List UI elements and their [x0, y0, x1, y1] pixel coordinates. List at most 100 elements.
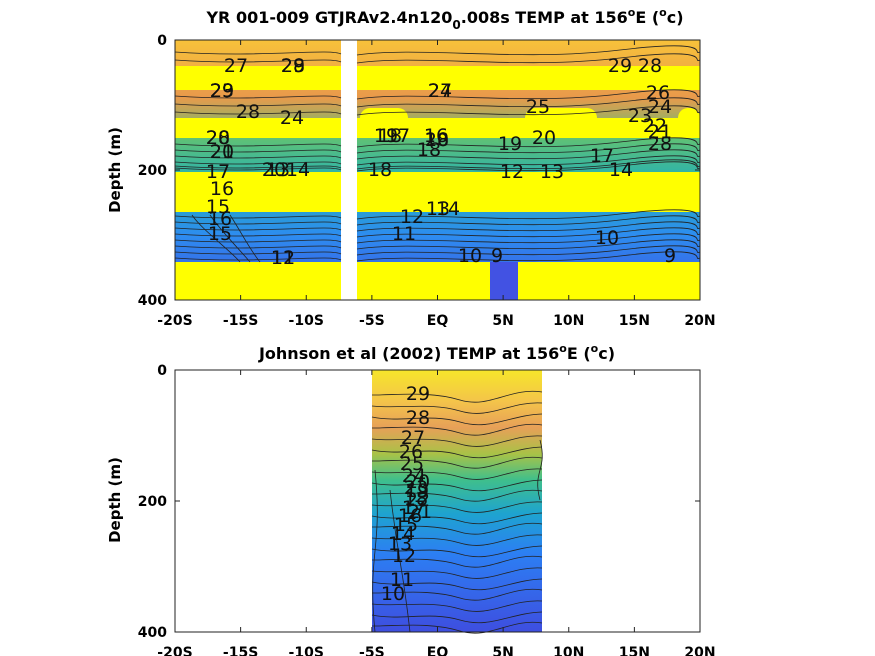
contour-label: 17: [206, 161, 230, 183]
x-tick-label: 20N: [684, 645, 715, 656]
contour-label: 17: [402, 497, 426, 519]
x-tick-label: EQ: [427, 313, 449, 329]
contour-label: 10: [595, 227, 619, 249]
contour-label: 10: [381, 583, 405, 605]
contour-label: 14: [286, 159, 310, 181]
top-warm-blob: [678, 108, 700, 138]
contour-line: [174, 161, 701, 172]
contour-label: 21: [408, 501, 432, 523]
contour-label: 16: [208, 208, 232, 230]
contour-label: 28: [406, 407, 430, 429]
contour-label: 18: [368, 159, 392, 181]
x-tick-label: -20S: [157, 313, 192, 329]
contour-label: 24: [648, 96, 672, 118]
contour-label: 28: [638, 55, 662, 77]
contour-label: 13: [388, 533, 412, 555]
x-tick-label: -10S: [289, 645, 324, 656]
contour-label: 29: [281, 55, 305, 77]
contour-line: [371, 545, 543, 558]
contour-label: 23: [210, 80, 234, 102]
contour-label: 28: [236, 101, 260, 123]
contour-line: [537, 439, 543, 501]
contour-label: 20: [206, 127, 230, 149]
bottom-y-label: Depth (m): [106, 457, 124, 543]
contour-label: 18: [378, 125, 402, 147]
contour-line: [191, 214, 241, 263]
top-y-axis: 0 200 400: [138, 33, 700, 309]
contour-line: [371, 578, 543, 591]
y-tick-label: 400: [138, 625, 167, 641]
x-tick-label: 15N: [619, 313, 650, 329]
contour-line: [371, 621, 543, 634]
contour-label: 25: [400, 453, 424, 475]
contour-line: [174, 155, 701, 166]
contour-label: 18: [404, 488, 428, 510]
contour-label: 25: [526, 96, 550, 118]
contour-label: 22: [406, 489, 430, 511]
x-tick-label: 20N: [684, 313, 715, 329]
contour-line: [229, 214, 261, 263]
contour-line: [371, 588, 543, 601]
contour-line: [174, 89, 701, 100]
contour-label: 11: [390, 569, 414, 591]
contour-label: 14: [609, 159, 633, 181]
contour-label: 17: [386, 125, 410, 147]
contour-label: 26: [399, 441, 423, 463]
top-title: YR 001-009 GTJRAv2.4n1200.008s TEMP at 1…: [205, 6, 683, 32]
contour-line: [371, 522, 543, 535]
y-tick-label: 200: [138, 494, 167, 510]
contour-line: [371, 512, 543, 525]
contour-label: 15: [206, 196, 230, 218]
contour-line: [174, 143, 701, 154]
contour-label: 29: [210, 80, 234, 102]
contour-line: [174, 97, 701, 108]
contour-line: [371, 402, 543, 414]
contour-label: 29: [210, 80, 234, 102]
contour-line: [371, 567, 543, 579]
x-tick-label: 15N: [619, 645, 650, 656]
contour-label: 24: [428, 80, 452, 102]
contour-label: 24: [402, 465, 426, 487]
contour-label: 13: [426, 198, 450, 220]
contour-label: 13: [540, 161, 564, 183]
contour-label: 28: [281, 55, 305, 77]
contour-line: [174, 245, 701, 256]
x-tick-label: -5S: [359, 645, 385, 656]
contour-label: 18: [417, 139, 441, 161]
top-missing-band: [341, 40, 357, 301]
contour-label: 28: [206, 127, 230, 149]
x-tick-label: 10N: [553, 645, 584, 656]
contour-line: [371, 611, 543, 624]
contour-line: [174, 53, 701, 64]
y-tick-label: 0: [157, 33, 167, 49]
contour-line: [371, 534, 543, 546]
bottom-title: Johnson et al (2002) TEMP at 156oE (oc): [258, 342, 615, 363]
contour-label: 27: [224, 55, 248, 77]
contour-label: 20: [262, 159, 286, 181]
contour-label: 27: [401, 427, 425, 449]
contour-line: [371, 413, 543, 426]
contour-label: 20: [425, 129, 449, 151]
x-tick-label: -15S: [223, 313, 258, 329]
contour-label: 11: [392, 223, 416, 245]
contour-label: 14: [436, 198, 460, 220]
contour-line: [371, 423, 543, 436]
contour-label: 23: [628, 105, 652, 127]
top-y-label: Depth (m): [106, 127, 124, 213]
contour-line: [174, 45, 701, 56]
x-tick-label: 5N: [492, 313, 513, 329]
bottom-y-axis: 0 200 400: [138, 363, 700, 641]
top-channel: [490, 262, 518, 300]
contour-line: [174, 233, 701, 244]
contour-label: 28: [648, 133, 672, 155]
bottom-panel: Johnson et al (2002) TEMP at 156oE (oc) …: [106, 342, 716, 656]
contour-line: [371, 446, 543, 459]
contour-line: [174, 105, 701, 116]
contour-label: 19: [374, 125, 398, 147]
contour-label: 13: [266, 159, 290, 181]
contour-line: [174, 209, 701, 220]
